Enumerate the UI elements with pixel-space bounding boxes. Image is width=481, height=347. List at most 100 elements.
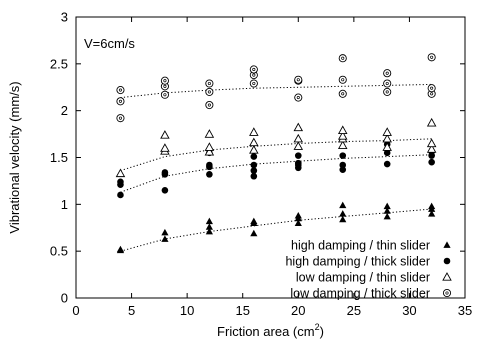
data-point xyxy=(293,141,304,150)
open-circle-ring xyxy=(383,87,392,96)
open-circle-dot xyxy=(118,99,123,103)
data-point xyxy=(205,227,213,235)
open-circle-ring xyxy=(338,75,347,84)
data-point xyxy=(294,75,303,84)
data-point xyxy=(250,217,258,225)
data-point xyxy=(117,191,124,199)
data-point xyxy=(205,100,214,110)
x-axis-title: Friction area (cm2) xyxy=(217,322,324,339)
open-circle-ring xyxy=(442,288,452,298)
data-point xyxy=(116,86,125,95)
x-axis-title-close: ) xyxy=(320,324,324,339)
data-point xyxy=(339,201,347,209)
data-point xyxy=(428,210,436,217)
data-point xyxy=(383,69,392,78)
data-point xyxy=(383,79,392,88)
open-circle-dot xyxy=(163,79,167,83)
fit-curve xyxy=(120,138,432,172)
data-point xyxy=(160,130,170,139)
data-point xyxy=(204,142,215,151)
open-circle-dot xyxy=(207,103,211,107)
y-tick-label: 2 xyxy=(61,103,68,118)
open-circle-dot xyxy=(430,55,434,59)
open-circle-dot xyxy=(341,92,345,96)
data-point xyxy=(249,137,259,147)
open-circle-ring xyxy=(116,114,125,123)
open-circle-ring xyxy=(383,79,392,88)
data-point xyxy=(205,223,213,230)
open-circle-ring xyxy=(205,87,214,96)
data-point xyxy=(339,161,347,169)
open-circle-ring xyxy=(116,86,125,95)
fit-curves xyxy=(120,83,432,252)
open-circle-ring xyxy=(160,76,169,85)
data-point xyxy=(428,202,436,210)
data-point xyxy=(339,166,347,173)
open-circle-dot xyxy=(118,116,123,120)
data-point xyxy=(249,65,258,74)
data-point xyxy=(250,172,258,180)
speed-annotation: V=6cm/s xyxy=(84,36,135,51)
y-tick-label: 0 xyxy=(61,291,68,306)
open-circle-dot xyxy=(296,96,300,100)
open-circle-dot xyxy=(252,81,256,86)
data-point xyxy=(116,114,125,123)
data-points xyxy=(115,53,437,254)
axis-ticks: 0 5 10 15 20 25 30 35 0 0.5 1 1.5 2 2.5 3 xyxy=(50,10,472,319)
open-circle-ring xyxy=(383,69,392,78)
open-circle-ring xyxy=(294,93,303,102)
legend-label: low damping / thick slider xyxy=(290,287,430,301)
data-point xyxy=(339,215,347,223)
data-point xyxy=(160,143,170,152)
data-point xyxy=(382,133,392,143)
data-point xyxy=(160,76,169,85)
data-point xyxy=(161,186,169,194)
data-point xyxy=(205,79,214,88)
data-point xyxy=(294,159,302,167)
y-axis-title: Vibrational velocity (mm/s) xyxy=(7,81,22,233)
open-circle-dot xyxy=(385,81,389,86)
legend-marker xyxy=(443,241,451,248)
data-point xyxy=(427,84,436,93)
fit-curve xyxy=(120,83,432,99)
x-axis-title-main: Friction area (cm xyxy=(217,324,315,339)
y-tick-label: 3 xyxy=(61,10,68,25)
data-point xyxy=(383,149,391,157)
open-circle-ring xyxy=(338,89,347,98)
data-point xyxy=(383,87,392,96)
data-point xyxy=(294,152,302,159)
open-circle-dot xyxy=(296,78,300,82)
fit-curve xyxy=(120,208,432,252)
open-circle-ring xyxy=(338,54,347,63)
data-point xyxy=(250,153,258,160)
data-point xyxy=(161,235,169,242)
data-point xyxy=(426,144,437,153)
legend: high damping / thin slider high damping /… xyxy=(285,239,452,301)
data-point xyxy=(338,75,347,84)
data-point xyxy=(249,79,258,88)
open-circle-ring xyxy=(116,97,125,106)
data-point xyxy=(294,219,302,226)
data-point xyxy=(294,211,302,219)
x-tick-label: 20 xyxy=(291,303,305,318)
data-point xyxy=(428,158,435,166)
data-point xyxy=(338,89,347,98)
data-point xyxy=(338,54,347,63)
data-point xyxy=(204,129,215,138)
data-point xyxy=(250,167,258,174)
legend-marker xyxy=(443,257,451,265)
open-circle-dot xyxy=(341,56,345,60)
y-tick-label: 1.5 xyxy=(50,150,68,165)
data-point xyxy=(426,117,437,127)
data-point xyxy=(383,207,391,214)
data-point xyxy=(339,210,347,217)
data-point xyxy=(339,152,347,159)
data-point xyxy=(161,169,169,176)
x-axis-title-superscript: 2 xyxy=(315,322,320,332)
legend-marker xyxy=(442,272,452,281)
open-circle-dot xyxy=(207,81,211,86)
x-tick-label: 0 xyxy=(72,303,79,318)
open-circle-dot xyxy=(252,73,256,77)
data-point xyxy=(293,133,304,143)
x-tick-label: 35 xyxy=(458,303,472,318)
